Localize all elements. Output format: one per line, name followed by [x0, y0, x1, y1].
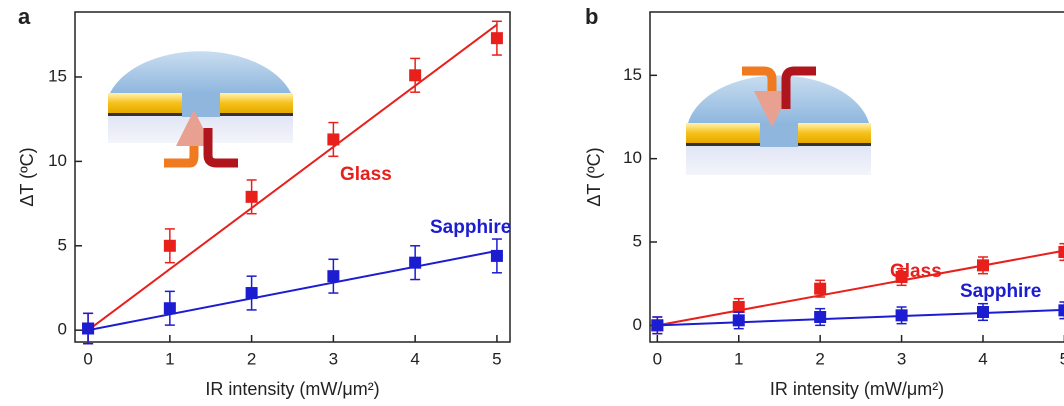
- marker: [409, 257, 421, 269]
- x-tick-label: 3: [897, 349, 906, 368]
- y-tick-label: 10: [623, 148, 642, 167]
- marker: [651, 319, 663, 331]
- marker: [246, 287, 258, 299]
- x-axis-label: IR intensity (mW/μm²): [205, 379, 379, 399]
- x-tick-label: 3: [329, 349, 338, 368]
- y-tick-label: 15: [48, 66, 67, 85]
- x-tick-label: 0: [653, 349, 662, 368]
- inset-diagram: [108, 51, 293, 163]
- marker: [491, 32, 503, 44]
- fit-line: [88, 251, 497, 330]
- x-tick-label: 2: [815, 349, 824, 368]
- marker: [977, 306, 989, 318]
- x-tick-label: 5: [492, 349, 501, 368]
- fit-line: [657, 310, 1064, 326]
- x-tick-label: 2: [247, 349, 256, 368]
- panel-label: b: [585, 4, 598, 29]
- marker: [977, 259, 989, 271]
- x-tick-label: 0: [83, 349, 92, 368]
- series-label: Sapphire: [960, 281, 1041, 302]
- marker: [82, 322, 94, 334]
- y-tick-label: 10: [48, 151, 67, 170]
- x-axis-label: IR intensity (mW/μm²): [770, 379, 944, 399]
- y-tick-label: 5: [633, 231, 642, 250]
- marker: [814, 283, 826, 295]
- x-tick-label: 5: [1060, 349, 1064, 368]
- marker: [1058, 304, 1064, 316]
- figure: 051015012345IR intensity (mW/μm²)ΔT (ºC)…: [0, 0, 1064, 406]
- y-axis-label: ΔT (ºC): [17, 147, 37, 206]
- marker: [733, 301, 745, 313]
- marker: [1058, 246, 1064, 258]
- marker: [246, 191, 258, 203]
- marker: [733, 314, 745, 326]
- marker: [327, 270, 339, 282]
- marker: [164, 302, 176, 314]
- marker: [491, 250, 503, 262]
- x-tick-label: 1: [165, 349, 174, 368]
- marker: [327, 133, 339, 145]
- marker: [896, 309, 908, 321]
- marker: [409, 69, 421, 81]
- x-tick-label: 4: [410, 349, 419, 368]
- y-axis-label: ΔT (ºC): [584, 147, 604, 206]
- panel-label: a: [18, 4, 31, 29]
- x-tick-label: 1: [734, 349, 743, 368]
- series-label: Sapphire: [430, 217, 511, 238]
- y-tick-label: 0: [633, 315, 642, 334]
- series-label: Glass: [890, 261, 942, 282]
- inset-diagram: [686, 71, 871, 175]
- page: 051015012345IR intensity (mW/μm²)ΔT (ºC)…: [0, 0, 1064, 406]
- y-tick-label: 0: [58, 320, 67, 339]
- series-label: Glass: [340, 164, 392, 185]
- y-tick-label: 15: [623, 65, 642, 84]
- marker: [164, 240, 176, 252]
- marker: [814, 311, 826, 323]
- y-tick-label: 5: [58, 235, 67, 254]
- x-tick-label: 4: [978, 349, 987, 368]
